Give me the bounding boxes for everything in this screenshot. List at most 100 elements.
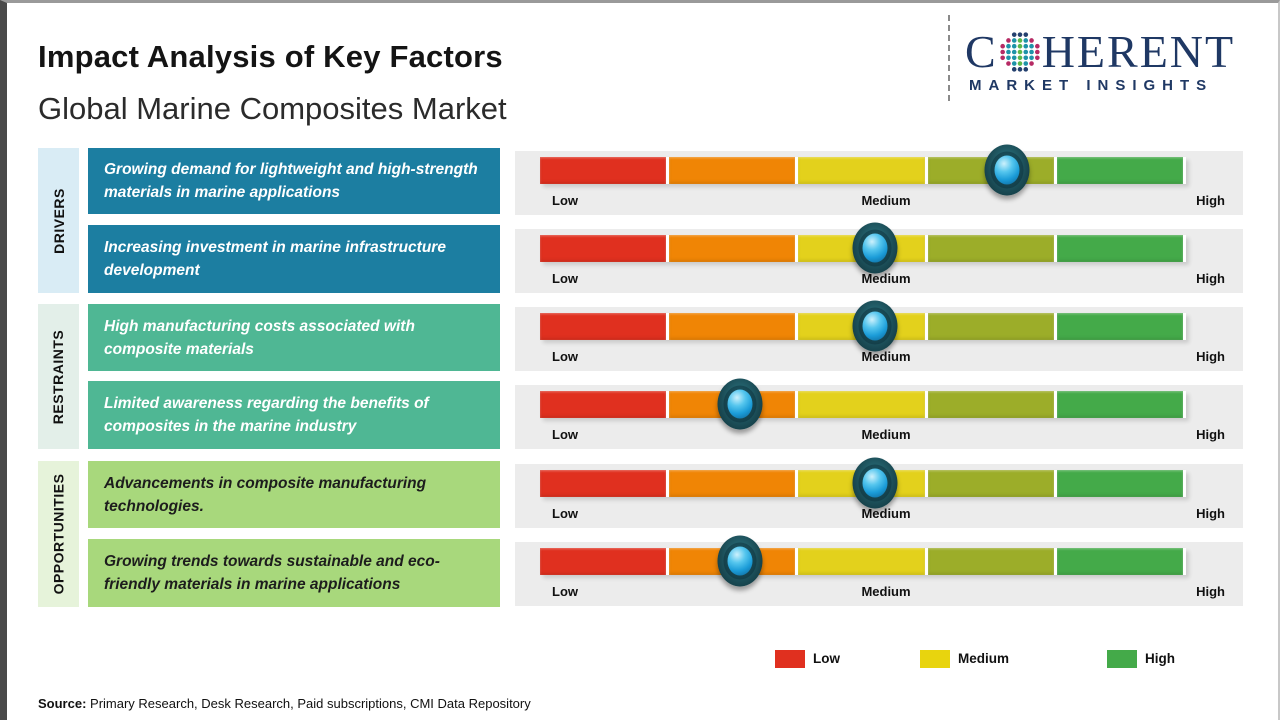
factor-text: Advancements in composite manufacturing … bbox=[104, 474, 427, 515]
impact-track bbox=[540, 222, 1186, 274]
segment-low bbox=[540, 235, 667, 262]
impact-track bbox=[540, 378, 1186, 430]
impact-scale-row: Low Medium High bbox=[515, 457, 1243, 528]
scale-label-low: Low bbox=[552, 349, 578, 364]
segment-low bbox=[540, 157, 667, 184]
impact-track bbox=[540, 535, 1186, 587]
impact-track bbox=[540, 457, 1186, 509]
scale-label-medium: Medium bbox=[861, 193, 911, 208]
segment-high bbox=[1056, 157, 1184, 184]
marker-core bbox=[862, 233, 888, 263]
impact-marker[interactable] bbox=[717, 535, 763, 587]
category-strip-drivers: DRIVERS bbox=[38, 148, 79, 293]
source-text: Primary Research, Desk Research, Paid su… bbox=[90, 696, 531, 711]
legend-label-medium: Medium bbox=[958, 651, 1010, 666]
impact-marker[interactable] bbox=[984, 144, 1030, 196]
scale-label-medium: Medium bbox=[861, 506, 911, 521]
scale-label-medium: Medium bbox=[861, 271, 911, 286]
factor-text: Growing demand for lightweight and high-… bbox=[104, 161, 478, 201]
segment-high bbox=[1056, 313, 1184, 340]
impact-marker[interactable] bbox=[852, 300, 898, 352]
scale-label-medium: Medium bbox=[861, 427, 911, 442]
segment-low-medium bbox=[669, 470, 796, 497]
source-line: Source: Primary Research, Desk Research,… bbox=[38, 696, 531, 711]
coherent-logo: C HERENT MARKET INSIGHTS bbox=[965, 29, 1265, 95]
legend-label-low: Low bbox=[813, 651, 840, 666]
segment-low bbox=[540, 313, 667, 340]
impact-marker[interactable] bbox=[852, 222, 898, 274]
category-label-opportunities: OPPORTUNITIES bbox=[50, 473, 67, 595]
impact-track bbox=[540, 300, 1186, 352]
dotted-globe-icon bbox=[1000, 32, 1040, 72]
source-label: Source: bbox=[38, 696, 87, 711]
marker-core bbox=[727, 546, 753, 576]
scale-label-low: Low bbox=[552, 584, 578, 599]
marker-core bbox=[994, 155, 1020, 185]
segment-high bbox=[1056, 548, 1184, 575]
segment-low-medium bbox=[669, 235, 796, 262]
segment-low bbox=[540, 470, 667, 497]
impact-marker[interactable] bbox=[717, 378, 763, 430]
factor-text: Increasing investment in marine infrastr… bbox=[104, 239, 446, 279]
segment-medium-high bbox=[927, 548, 1054, 575]
category-label-restraints: RESTRAINTS bbox=[50, 329, 67, 424]
segment-high bbox=[1056, 391, 1184, 418]
scale-label-medium: Medium bbox=[861, 584, 911, 599]
page-title: Impact Analysis of Key Factors bbox=[38, 39, 503, 74]
segment-medium bbox=[798, 391, 925, 418]
legend-swatch-high bbox=[1107, 650, 1137, 668]
impact-track bbox=[540, 144, 1186, 196]
segment-low-medium bbox=[669, 313, 796, 340]
marker-core bbox=[862, 311, 888, 341]
segment-medium-high bbox=[927, 235, 1054, 262]
legend-label-high: High bbox=[1145, 651, 1175, 666]
category-label-drivers: DRIVERS bbox=[50, 187, 67, 254]
category-strip-opportunities: OPPORTUNITIES bbox=[38, 461, 79, 607]
segment-low bbox=[540, 548, 667, 575]
legend-swatch-medium bbox=[920, 650, 950, 668]
scale-label-high: High bbox=[1196, 271, 1225, 286]
scale-label-medium: Medium bbox=[861, 349, 911, 364]
segment-medium bbox=[798, 157, 925, 184]
segment-low bbox=[540, 391, 667, 418]
segment-high bbox=[1056, 235, 1184, 262]
factor-box: Advancements in composite manufacturing … bbox=[88, 461, 500, 528]
header-divider bbox=[948, 15, 950, 101]
segment-high bbox=[1056, 470, 1184, 497]
marker-core bbox=[862, 468, 888, 498]
scale-label-high: High bbox=[1196, 427, 1225, 442]
segment-medium bbox=[798, 548, 925, 575]
logo-letters-herent: HERENT bbox=[1041, 26, 1236, 77]
marker-core bbox=[727, 389, 753, 419]
factor-box: Limited awareness regarding the benefits… bbox=[88, 381, 500, 449]
segment-medium-high bbox=[927, 313, 1054, 340]
logo-wordmark: C HERENT bbox=[965, 29, 1265, 75]
impact-scale-row: Low Medium High bbox=[515, 144, 1243, 215]
scale-label-high: High bbox=[1196, 506, 1225, 521]
factor-text: High manufacturing costs associated with… bbox=[104, 317, 415, 358]
impact-marker[interactable] bbox=[852, 457, 898, 509]
scale-label-high: High bbox=[1196, 193, 1225, 208]
factor-text: Limited awareness regarding the benefits… bbox=[104, 395, 429, 435]
logo-tagline: MARKET INSIGHTS bbox=[969, 77, 1214, 94]
impact-scale-row: Low Medium High bbox=[515, 535, 1243, 606]
scale-label-high: High bbox=[1196, 584, 1225, 599]
scale-label-low: Low bbox=[552, 193, 578, 208]
scale-label-low: Low bbox=[552, 506, 578, 521]
impact-scale-row: Low Medium High bbox=[515, 222, 1243, 293]
scale-label-low: Low bbox=[552, 427, 578, 442]
category-strip-restraints: RESTRAINTS bbox=[38, 304, 79, 449]
factor-text: Growing trends towards sustainable and e… bbox=[104, 553, 440, 593]
segment-low-medium bbox=[669, 157, 796, 184]
page-subtitle: Global Marine Composites Market bbox=[38, 91, 507, 126]
factor-box: Increasing investment in marine infrastr… bbox=[88, 225, 500, 293]
factor-box: Growing demand for lightweight and high-… bbox=[88, 148, 500, 214]
factor-box: High manufacturing costs associated with… bbox=[88, 304, 500, 371]
logo-letter-c: C bbox=[965, 26, 998, 77]
segment-medium-high bbox=[927, 391, 1054, 418]
impact-scale-row: Low Medium High bbox=[515, 378, 1243, 449]
legend-swatch-low bbox=[775, 650, 805, 668]
scale-label-low: Low bbox=[552, 271, 578, 286]
segment-medium-high bbox=[927, 470, 1054, 497]
